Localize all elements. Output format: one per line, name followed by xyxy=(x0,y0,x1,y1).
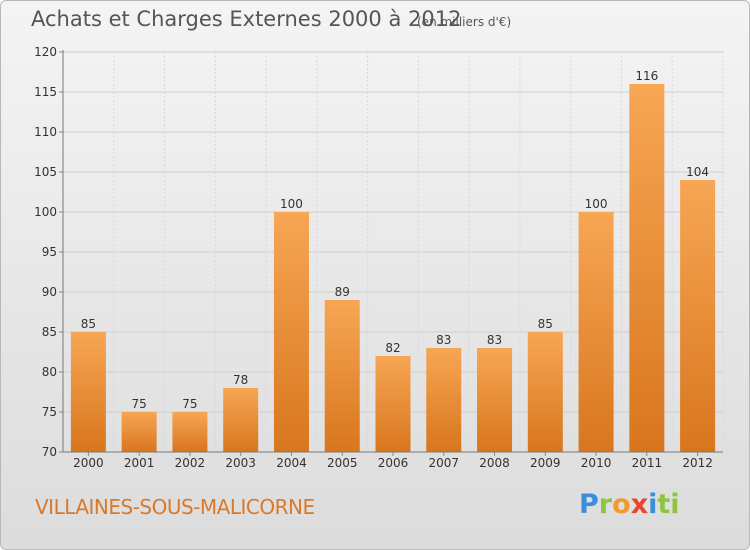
y-tick-label: 80 xyxy=(42,365,57,379)
x-tick-label-2001: 2001 xyxy=(124,456,155,470)
x-tick-label-2002: 2002 xyxy=(175,456,206,470)
x-tick-label-2011: 2011 xyxy=(632,456,663,470)
bar-2004 xyxy=(273,212,309,452)
axes xyxy=(59,50,723,456)
bar-2006 xyxy=(375,356,411,452)
bar-2001 xyxy=(121,412,157,452)
x-tick-label-2000: 2000 xyxy=(73,456,104,470)
bar-2009 xyxy=(527,332,563,452)
bar-2007 xyxy=(426,348,462,452)
data-label-2006: 82 xyxy=(385,341,400,355)
bar-2010 xyxy=(578,212,614,452)
data-label-2001: 75 xyxy=(132,397,147,411)
labels: 70 75 80 85 90 95 100 105 110 115 120 85 2000 75 2001 7… xyxy=(34,45,713,470)
commune-name: VILLAINES-SOUS-MALICORNE xyxy=(35,495,315,519)
y-tick-label: 105 xyxy=(34,165,57,179)
y-tick-label: 75 xyxy=(42,405,57,419)
x-tick-label-2009: 2009 xyxy=(530,456,561,470)
data-label-2007: 83 xyxy=(436,333,451,347)
data-label-2010: 100 xyxy=(585,197,608,211)
x-tick-label-2012: 2012 xyxy=(682,456,713,470)
y-tick-label: 90 xyxy=(42,285,57,299)
bar-2003 xyxy=(223,388,259,452)
bar-2002 xyxy=(172,412,208,452)
x-tick-label-2008: 2008 xyxy=(479,456,510,470)
bars xyxy=(70,84,716,452)
data-label-2012: 104 xyxy=(686,165,709,179)
data-label-2000: 85 xyxy=(81,317,96,331)
data-label-2011: 116 xyxy=(635,69,658,83)
x-tick-label-2006: 2006 xyxy=(378,456,409,470)
data-label-2003: 78 xyxy=(233,373,248,387)
x-tick-label-2007: 2007 xyxy=(428,456,459,470)
data-label-2009: 85 xyxy=(538,317,553,331)
y-tick-label: 115 xyxy=(34,85,57,99)
x-tick-label-2010: 2010 xyxy=(581,456,612,470)
x-tick-label-2003: 2003 xyxy=(225,456,256,470)
y-tick-label: 70 xyxy=(42,445,57,459)
chart-subtitle: (en milliers d'€) xyxy=(417,15,512,29)
bar-2008 xyxy=(477,348,513,452)
data-label-2005: 89 xyxy=(335,285,350,299)
x-tick-label-2005: 2005 xyxy=(327,456,358,470)
data-label-2002: 75 xyxy=(182,397,197,411)
y-tick-label: 110 xyxy=(34,125,57,139)
bar-2005 xyxy=(324,300,360,452)
y-tick-label: 100 xyxy=(34,205,57,219)
data-label-2004: 100 xyxy=(280,197,303,211)
y-tick-label: 95 xyxy=(42,245,57,259)
y-tick-label: 85 xyxy=(42,325,57,339)
bar-2011 xyxy=(629,84,665,452)
chart-title: Achats et Charges Externes 2000 à 2012 xyxy=(31,7,462,31)
bar-2000 xyxy=(70,332,106,452)
data-label-2008: 83 xyxy=(487,333,502,347)
x-tick-label-2004: 2004 xyxy=(276,456,307,470)
y-tick-label: 120 xyxy=(34,45,57,59)
proxiti-logo: Proxiti xyxy=(579,489,680,520)
bar-2012 xyxy=(680,180,716,452)
